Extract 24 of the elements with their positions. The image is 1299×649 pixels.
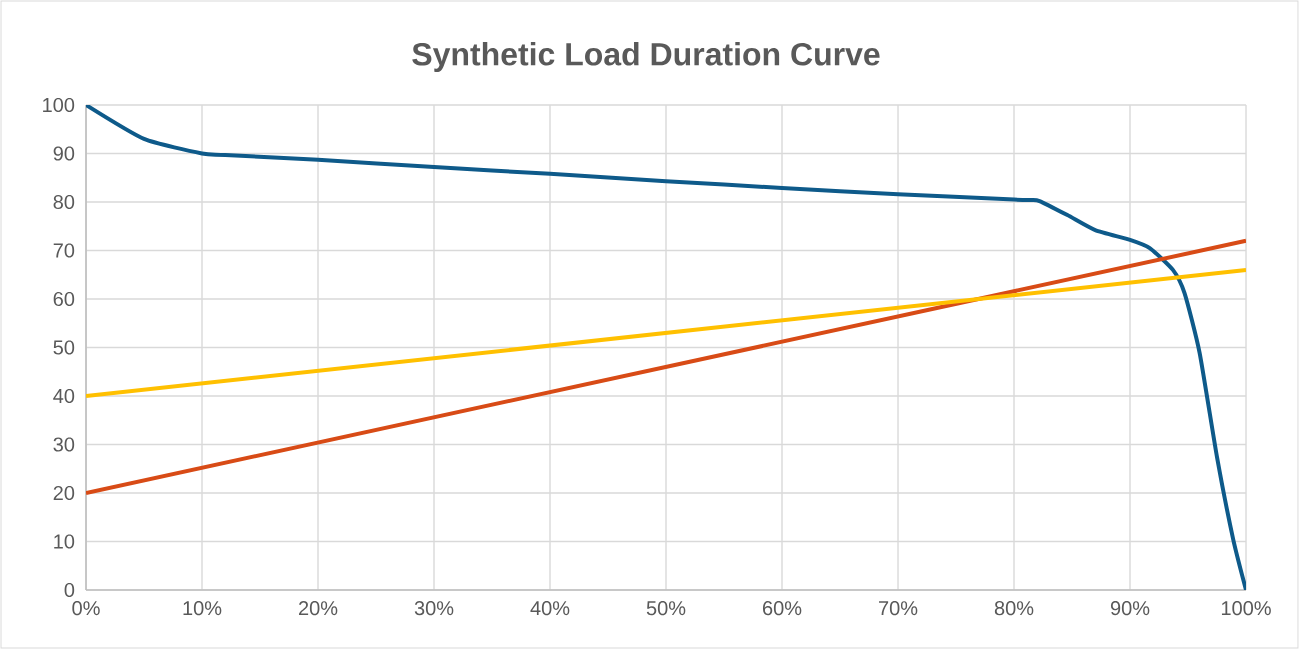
x-tick-label: 10% <box>183 601 222 616</box>
y-tick-label: 40 <box>53 388 75 404</box>
y-tick-label: 90 <box>53 146 75 161</box>
line-series <box>86 105 1247 590</box>
x-tick-label: 0% <box>72 601 100 616</box>
x-tick-label: 70% <box>879 601 918 616</box>
x-tick-label: 20% <box>299 601 338 616</box>
y-tick-label: 60 <box>53 291 75 307</box>
y-tick-label: 30 <box>53 437 75 452</box>
x-tick-label: 80% <box>994 601 1034 616</box>
y-tick-label: 50 <box>53 340 75 355</box>
chart-title: Synthetic Load Duration Curve <box>412 42 880 72</box>
x-tick-label: 50% <box>646 601 686 616</box>
x-tick-label: 30% <box>414 601 454 616</box>
y-tick-label: 80 <box>53 194 75 210</box>
y-tick-label: 20 <box>53 485 75 501</box>
x-tick-label: 60% <box>763 601 802 616</box>
x-tick-label: 100% <box>1221 601 1271 616</box>
y-tick-label: 0 <box>64 582 75 598</box>
x-tick-label: 40% <box>530 601 570 616</box>
y-tick-label: 100 <box>43 97 75 113</box>
y-tick-label: 10 <box>54 534 75 549</box>
x-tick-label: 90% <box>1110 601 1150 616</box>
y-tick-label: 70 <box>53 243 75 258</box>
